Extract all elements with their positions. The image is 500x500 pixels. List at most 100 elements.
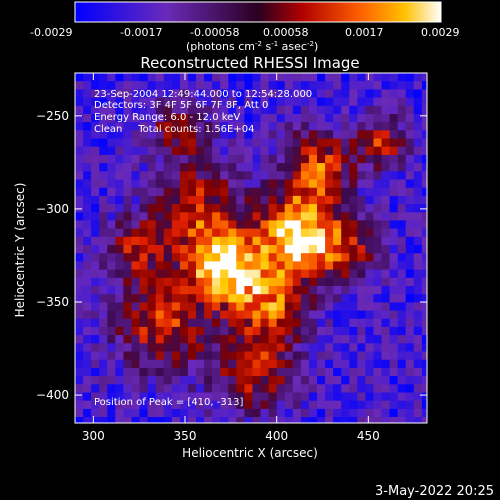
heatmap-pixel — [228, 261, 237, 271]
heatmap-pixel — [187, 73, 197, 82]
heatmap-pixel — [107, 105, 116, 115]
heatmap-pixel — [204, 392, 213, 402]
heatmap-pixel — [357, 294, 366, 303]
heatmap-pixel — [99, 220, 108, 230]
heatmap-pixel — [349, 392, 358, 402]
heatmap-pixel — [413, 294, 423, 303]
heatmap-pixel — [325, 122, 334, 131]
heatmap-pixel — [300, 384, 310, 394]
heatmap-pixel — [284, 228, 294, 238]
heatmap-pixel — [284, 269, 294, 279]
heatmap-pixel — [75, 89, 84, 99]
heatmap-pixel — [139, 253, 149, 262]
heatmap-pixel — [187, 417, 197, 423]
heatmap-pixel — [341, 408, 350, 418]
heatmap-pixel — [115, 138, 124, 148]
heatmap-pixel — [91, 392, 100, 402]
heatmap-pixel — [389, 384, 399, 394]
heatmap-pixel — [236, 310, 245, 320]
heatmap-pixel — [123, 154, 133, 164]
heatmap-pixel — [284, 179, 294, 189]
heatmap-pixel — [83, 417, 92, 423]
heatmap-pixel — [317, 286, 326, 295]
heatmap-pixel — [397, 122, 407, 131]
heatmap-pixel — [317, 277, 326, 287]
heatmap-pixel — [341, 105, 350, 115]
heatmap-pixel — [349, 335, 358, 344]
heatmap-pixel — [139, 286, 149, 295]
heatmap-pixel — [155, 343, 165, 353]
heatmap-pixel — [421, 154, 427, 164]
heatmap-pixel — [212, 195, 221, 205]
heatmap-pixel — [373, 146, 383, 156]
heatmap-pixel — [131, 277, 141, 287]
heatmap-pixel — [300, 179, 310, 189]
heatmap-pixel — [373, 204, 383, 213]
heatmap-pixel — [196, 187, 205, 197]
heatmap-pixel — [292, 187, 302, 197]
heatmap-pixel — [421, 286, 427, 295]
heatmap-pixel — [91, 261, 100, 271]
heatmap-pixel — [228, 81, 237, 90]
heatmap-pixel — [268, 286, 278, 295]
heatmap-pixel — [155, 212, 165, 222]
heatmap-pixel — [252, 89, 262, 99]
heatmap-pixel — [284, 187, 294, 197]
heatmap-pixel — [252, 376, 262, 385]
heatmap-pixel — [357, 81, 366, 90]
heatmap-pixel — [155, 269, 165, 279]
heatmap-pixel — [83, 384, 92, 394]
heatmap-pixel — [413, 245, 423, 254]
heatmap-pixel — [107, 81, 116, 90]
heatmap-pixel — [204, 359, 213, 369]
heatmap-pixel — [212, 302, 221, 312]
heatmap-pixel — [107, 318, 116, 328]
heatmap-pixel — [268, 326, 278, 336]
heatmap-pixel — [284, 171, 294, 181]
heatmap-pixel — [244, 286, 254, 295]
heatmap-pixel — [308, 318, 318, 328]
heatmap-pixel — [91, 302, 100, 312]
heatmap-pixel — [196, 417, 205, 423]
heatmap-pixel — [300, 195, 310, 205]
heatmap-pixel — [163, 171, 173, 181]
heatmap-pixel — [236, 130, 245, 140]
heatmap-pixel — [252, 400, 262, 410]
heatmap-pixel — [115, 326, 124, 336]
heatmap-pixel — [268, 171, 278, 181]
heatmap-pixel — [220, 253, 229, 262]
heatmap-pixel — [163, 212, 173, 222]
heatmap-pixel — [187, 392, 197, 402]
heatmap-pixel — [357, 204, 366, 213]
heatmap-pixel — [107, 400, 116, 410]
heatmap-pixel — [413, 154, 423, 164]
heatmap-pixel — [373, 400, 383, 410]
heatmap-pixel — [107, 261, 116, 271]
heatmap-pixel — [341, 351, 350, 361]
heatmap-pixel — [228, 326, 237, 336]
heatmap-pixel — [421, 195, 427, 205]
heatmap-pixel — [381, 122, 391, 131]
heatmap-pixel — [389, 253, 399, 262]
heatmap-pixel — [115, 179, 124, 189]
heatmap-pixel — [147, 163, 157, 172]
heatmap-pixel — [212, 236, 221, 246]
heatmap-pixel — [365, 245, 375, 254]
heatmap-pixel — [179, 220, 189, 230]
heatmap-pixel — [75, 302, 84, 312]
heatmap-pixel — [99, 294, 108, 303]
heatmap-pixel — [389, 310, 399, 320]
heatmap-pixel — [308, 400, 318, 410]
heatmap-pixel — [220, 335, 229, 344]
heatmap-pixel — [139, 408, 149, 418]
heatmap-pixel — [163, 122, 173, 131]
heatmap-pixel — [333, 81, 342, 90]
heatmap-pixel — [91, 154, 100, 164]
heatmap-pixel — [196, 384, 205, 394]
heatmap-pixel — [204, 261, 213, 271]
heatmap-pixel — [317, 310, 326, 320]
heatmap-pixel — [373, 114, 383, 123]
heatmap-pixel — [99, 417, 108, 423]
heatmap-pixel — [155, 384, 165, 394]
heatmap-pixel — [268, 236, 278, 246]
